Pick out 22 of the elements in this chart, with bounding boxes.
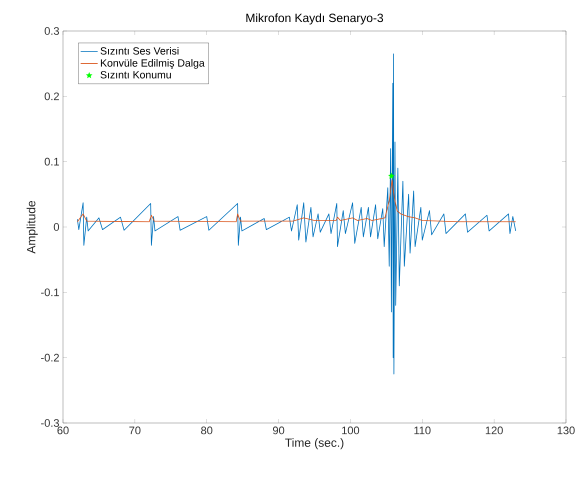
chart-title: Mikrofon Kaydı Senaryo-3 xyxy=(246,13,384,25)
legend-label: Sızıntı Konumu xyxy=(100,71,171,78)
x-tick-label: 110 xyxy=(414,426,431,434)
x-tick-label: 80 xyxy=(201,426,212,434)
x-tick-label: 60 xyxy=(57,426,69,434)
y-tick-label: -0.1 xyxy=(41,288,59,296)
y-tick-label: 0.3 xyxy=(44,27,59,35)
x-tick-label: 120 xyxy=(486,426,503,434)
y-tick-label: 0.2 xyxy=(44,92,59,100)
y-axis-title: Amplitude xyxy=(26,200,38,254)
x-tick-label: 130 xyxy=(558,426,575,434)
legend-label: Sızıntı Ses Verisi xyxy=(100,46,178,55)
x-tick-label: 100 xyxy=(342,426,360,434)
y-tick-label: -0.3 xyxy=(41,419,59,427)
y-tick-label: -0.2 xyxy=(41,354,59,362)
x-tick-label: 70 xyxy=(129,426,141,434)
y-tick-label: 0.1 xyxy=(44,158,59,166)
x-axis-title: Time (sec.) xyxy=(285,438,344,450)
y-tick-label: 0 xyxy=(54,223,60,231)
x-tick-label: 90 xyxy=(272,426,284,434)
legend-label: Konvüle Edilmiş Dalga xyxy=(100,59,205,69)
line-series xyxy=(76,53,516,374)
